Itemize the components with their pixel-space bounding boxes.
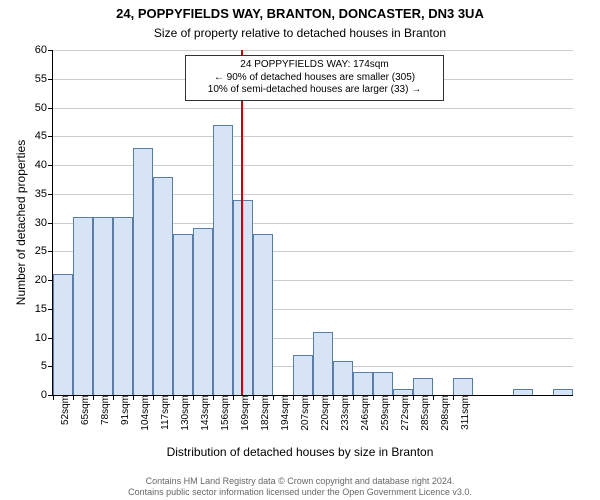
x-tick-label: 52sqm <box>56 395 71 425</box>
x-axis-label: Distribution of detached houses by size … <box>0 445 600 459</box>
histogram-bar <box>153 177 173 396</box>
gridline <box>53 194 573 195</box>
x-tick-label: 311sqm <box>456 395 471 430</box>
histogram-bar <box>313 332 333 395</box>
footer-line1: Contains HM Land Registry data © Crown c… <box>0 476 600 487</box>
x-tick-label: 78sqm <box>96 395 111 425</box>
histogram-bar <box>73 217 93 395</box>
histogram-bar <box>173 234 193 395</box>
chart-subtitle: Size of property relative to detached ho… <box>0 26 600 40</box>
histogram-bar <box>353 372 373 395</box>
x-tick-label: 117sqm <box>156 395 171 430</box>
x-tick-mark <box>73 395 74 400</box>
annotation-line2: ← 90% of detached houses are smaller (30… <box>192 72 437 85</box>
gridline <box>53 165 573 166</box>
histogram-bar <box>333 361 353 396</box>
histogram-bar <box>193 228 213 395</box>
histogram-bar <box>553 389 573 395</box>
x-tick-label: 233sqm <box>336 395 351 431</box>
x-tick-label: 143sqm <box>196 395 211 431</box>
x-tick-mark <box>253 395 254 400</box>
reference-line <box>241 50 243 395</box>
y-tick-mark <box>48 108 53 109</box>
x-tick-label: 207sqm <box>296 395 311 431</box>
x-tick-mark <box>353 395 354 400</box>
gridline <box>53 136 573 137</box>
x-tick-mark <box>293 395 294 400</box>
x-tick-mark <box>173 395 174 400</box>
x-tick-mark <box>153 395 154 400</box>
annotation-line3: 10% of semi-detached houses are larger (… <box>192 84 437 97</box>
x-tick-mark <box>413 395 414 400</box>
footer-line2: Contains public sector information licen… <box>0 487 600 498</box>
histogram-bar <box>133 148 153 395</box>
histogram-bar <box>253 234 273 395</box>
x-tick-mark <box>453 395 454 400</box>
x-tick-label: 65sqm <box>76 395 91 425</box>
histogram-bar <box>453 378 473 395</box>
histogram-bar <box>373 372 393 395</box>
histogram-chart: 24, POPPYFIELDS WAY, BRANTON, DONCASTER,… <box>0 0 600 500</box>
histogram-bar <box>413 378 433 395</box>
histogram-bar <box>213 125 233 395</box>
x-tick-mark <box>373 395 374 400</box>
x-tick-mark <box>93 395 94 400</box>
x-tick-label: 220sqm <box>316 395 331 431</box>
plot-area: 05101520253035404550556052sqm65sqm78sqm9… <box>52 50 573 396</box>
x-tick-label: 91sqm <box>116 395 131 425</box>
histogram-bar <box>233 200 253 396</box>
histogram-bar <box>53 274 73 395</box>
x-tick-label: 104sqm <box>136 395 151 431</box>
footer-attribution: Contains HM Land Registry data © Crown c… <box>0 476 600 498</box>
gridline <box>53 50 573 51</box>
y-tick-mark <box>48 79 53 80</box>
chart-title: 24, POPPYFIELDS WAY, BRANTON, DONCASTER,… <box>0 6 600 21</box>
x-tick-mark <box>133 395 134 400</box>
x-tick-label: 182sqm <box>256 395 271 431</box>
x-tick-label: 298sqm <box>436 395 451 431</box>
x-tick-label: 156sqm <box>216 395 231 431</box>
x-tick-mark <box>53 395 54 400</box>
x-tick-mark <box>233 395 234 400</box>
y-tick-mark <box>48 136 53 137</box>
x-tick-mark <box>213 395 214 400</box>
gridline <box>53 108 573 109</box>
x-tick-mark <box>113 395 114 400</box>
x-tick-mark <box>193 395 194 400</box>
annotation-line1: 24 POPPYFIELDS WAY: 174sqm <box>192 59 437 72</box>
x-tick-label: 259sqm <box>376 395 391 431</box>
x-tick-label: 130sqm <box>176 395 191 431</box>
histogram-bar <box>93 217 113 395</box>
y-tick-mark <box>48 194 53 195</box>
x-tick-mark <box>433 395 434 400</box>
histogram-bar <box>293 355 313 395</box>
y-tick-mark <box>48 50 53 51</box>
x-tick-mark <box>333 395 334 400</box>
y-tick-mark <box>48 165 53 166</box>
y-axis-label: Number of detached properties <box>14 50 28 395</box>
x-tick-label: 272sqm <box>396 395 411 431</box>
x-tick-mark <box>313 395 314 400</box>
x-tick-label: 194sqm <box>276 395 291 431</box>
x-tick-label: 246sqm <box>356 395 371 431</box>
x-tick-mark <box>393 395 394 400</box>
x-tick-label: 285sqm <box>416 395 431 431</box>
y-tick-mark <box>48 251 53 252</box>
histogram-bar <box>113 217 133 395</box>
annotation-callout: 24 POPPYFIELDS WAY: 174sqm ← 90% of deta… <box>185 55 444 101</box>
histogram-bar <box>513 389 533 395</box>
y-tick-mark <box>48 223 53 224</box>
x-tick-label: 169sqm <box>236 395 251 431</box>
x-tick-mark <box>273 395 274 400</box>
